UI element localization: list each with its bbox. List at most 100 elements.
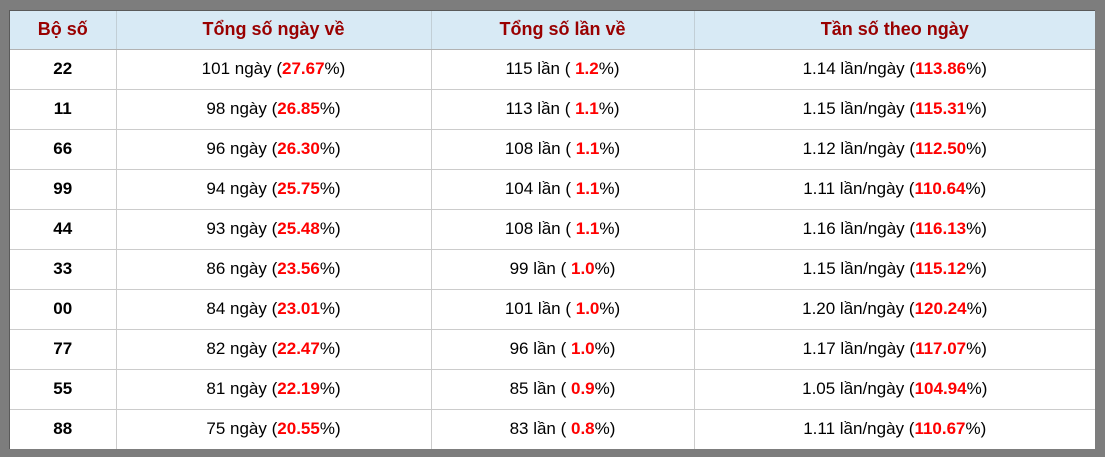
frequency-text-suffix: %) — [965, 179, 987, 198]
header-row: Bộ số Tổng số ngày về Tổng số lần về Tần… — [10, 11, 1095, 50]
frequency-percent-highlight: 115.31 — [915, 99, 967, 118]
frequency-percent-highlight: 116.13 — [915, 219, 967, 238]
times-percent-highlight: 1.2 — [575, 59, 599, 78]
cell-frequency: 1.15 lần/ngày (115.31%) — [694, 89, 1095, 130]
cell-frequency: 1.20 lần/ngày (120.24%) — [694, 289, 1095, 330]
cell-frequency: 1.17 lần/ngày (117.07%) — [694, 329, 1095, 370]
times-text-suffix: %) — [599, 299, 621, 318]
frequency-percent-highlight: 104.94 — [914, 379, 967, 398]
frequency-percent-highlight: 110.67 — [914, 419, 966, 439]
frequency-text-suffix: %) — [966, 59, 987, 78]
times-percent-highlight: 1.0 — [571, 339, 595, 358]
days-text-suffix: %) — [319, 379, 341, 398]
frequency-text-suffix: %) — [966, 139, 987, 158]
times-percent-highlight: 1.1 — [575, 99, 599, 118]
days-text: 84 ngày ( — [206, 299, 278, 318]
days-text: 98 ngày ( — [206, 99, 278, 118]
frequency-text: 1.17 lần/ngày ( — [802, 339, 916, 358]
frequency-percent-highlight: 115.12 — [915, 259, 967, 278]
times-text: 101 lần ( — [504, 299, 576, 318]
cell-days: 98 ngày (26.85%) — [116, 89, 432, 130]
days-percent-highlight: 26.85 — [277, 99, 320, 118]
times-text: 83 lần ( — [509, 419, 571, 439]
times-text: 96 lần ( — [509, 339, 571, 358]
frequency-text-suffix: %) — [966, 99, 987, 118]
cell-frequency: 1.11 lần/ngày (110.67%) — [694, 409, 1095, 449]
frequency-percent-highlight: 112.50 — [915, 139, 967, 158]
table-row: 66 96 ngày (26.30%) 108 lần ( 1.1%) 1.12… — [10, 129, 1095, 170]
cell-times: 113 lần ( 1.1%) — [431, 89, 695, 130]
frequency-text: 1.11 lần/ngày ( — [803, 419, 915, 439]
times-text-suffix: %) — [598, 99, 620, 118]
column-header-tong-so-lan-ve: Tổng số lần về — [431, 11, 695, 50]
times-percent-highlight: 1.1 — [575, 219, 600, 238]
cell-times: 83 lần ( 0.8%) — [431, 409, 695, 449]
frequency-text-suffix: %) — [965, 419, 987, 439]
cell-number: 88 — [10, 409, 117, 449]
times-percent-highlight: 1.0 — [575, 299, 600, 318]
times-text: 85 lần ( — [509, 379, 571, 398]
times-text: 115 lần ( — [505, 59, 576, 78]
cell-frequency: 1.05 lần/ngày (104.94%) — [694, 369, 1095, 410]
times-text-suffix: %) — [594, 379, 616, 398]
times-text: 113 lần ( — [505, 99, 576, 118]
column-header-tong-so-ngay-ve: Tổng số ngày về — [116, 11, 432, 50]
times-text-suffix: %) — [599, 179, 621, 198]
times-percent-highlight: 1.1 — [575, 139, 600, 158]
cell-times: 99 lần ( 1.0%) — [431, 249, 695, 290]
times-text-suffix: %) — [594, 339, 616, 358]
days-text-suffix: %) — [319, 299, 341, 318]
cell-times: 85 lần ( 0.9%) — [431, 369, 695, 410]
cell-days: 82 ngày (22.47%) — [116, 329, 432, 370]
days-text: 94 ngày ( — [206, 179, 278, 198]
frequency-text: 1.14 lần/ngày ( — [802, 59, 916, 78]
cell-number: 77 — [10, 329, 117, 370]
days-text-suffix: %) — [319, 139, 341, 158]
days-text-suffix: %) — [319, 219, 341, 238]
frequency-text: 1.20 lần/ngày ( — [802, 299, 915, 318]
frequency-percent-highlight: 120.24 — [914, 299, 967, 318]
table-row: 77 82 ngày (22.47%) 96 lần ( 1.0%) 1.17 … — [10, 329, 1095, 370]
table-row: 00 84 ngày (23.01%) 101 lần ( 1.0%) 1.20… — [10, 289, 1095, 330]
days-percent-highlight: 26.30 — [277, 139, 320, 158]
days-text: 86 ngày ( — [206, 259, 278, 278]
table-row: 44 93 ngày (25.48%) 108 lần ( 1.1%) 1.16… — [10, 209, 1095, 250]
days-text: 93 ngày ( — [206, 219, 278, 238]
table-container: Bộ số Tổng số ngày về Tổng số lần về Tần… — [9, 10, 1095, 449]
times-percent-highlight: 1.0 — [571, 259, 595, 278]
days-percent-highlight: 25.75 — [277, 179, 320, 198]
cell-times: 108 lần ( 1.1%) — [431, 129, 695, 170]
frequency-text-suffix: %) — [966, 379, 988, 398]
cell-frequency: 1.15 lần/ngày (115.12%) — [694, 249, 1095, 290]
table-row: 55 81 ngày (22.19%) 85 lần ( 0.9%) 1.05 … — [10, 369, 1095, 410]
lottery-statistics-table: Bộ số Tổng số ngày về Tổng số lần về Tần… — [10, 11, 1095, 449]
frequency-text: 1.11 lần/ngày ( — [803, 179, 915, 198]
cell-number: 99 — [10, 169, 117, 210]
cell-days: 81 ngày (22.19%) — [116, 369, 432, 410]
frequency-text-suffix: %) — [966, 299, 988, 318]
cell-number: 22 — [10, 49, 117, 90]
table-row: 88 75 ngày (20.55%) 83 lần ( 0.8%) 1.11 … — [10, 409, 1095, 449]
cell-number: 66 — [10, 129, 117, 170]
frequency-text: 1.05 lần/ngày ( — [802, 379, 915, 398]
days-percent-highlight: 23.56 — [277, 259, 320, 278]
cell-frequency: 1.11 lần/ngày (110.64%) — [694, 169, 1095, 210]
times-text: 104 lần ( — [504, 179, 576, 198]
times-text-suffix: %) — [599, 139, 621, 158]
times-percent-highlight: 0.8 — [571, 419, 595, 439]
cell-times: 96 lần ( 1.0%) — [431, 329, 695, 370]
times-percent-highlight: 1.1 — [575, 179, 600, 198]
cell-frequency: 1.16 lần/ngày (116.13%) — [694, 209, 1095, 250]
column-header-tan-so-theo-ngay: Tần số theo ngày — [694, 11, 1095, 50]
days-text-suffix: %) — [319, 419, 341, 439]
table-row: 22 101 ngày (27.67%) 115 lần ( 1.2%) 1.1… — [10, 49, 1095, 90]
days-text: 75 ngày ( — [206, 419, 278, 439]
times-text-suffix: %) — [598, 59, 620, 78]
days-text-suffix: %) — [319, 339, 341, 358]
times-text-suffix: %) — [594, 259, 616, 278]
column-header-bo-so: Bộ số — [10, 11, 117, 50]
cell-number: 44 — [10, 209, 117, 250]
cell-days: 101 ngày (27.67%) — [116, 49, 432, 90]
cell-times: 108 lần ( 1.1%) — [431, 209, 695, 250]
